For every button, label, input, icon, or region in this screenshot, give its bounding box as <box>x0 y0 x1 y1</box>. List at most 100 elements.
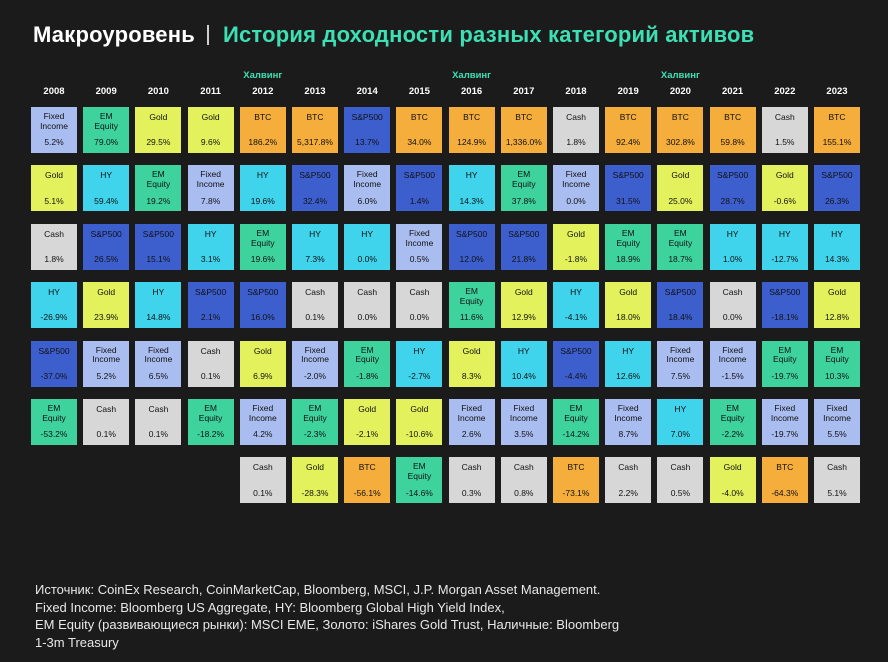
asset-name: Gold <box>149 112 168 122</box>
asset-name: HY <box>570 287 582 298</box>
asset-name: Gold <box>671 170 690 181</box>
asset-name: Gold <box>514 287 533 298</box>
return-value: 5.2% <box>96 370 116 381</box>
asset-name: Cash <box>774 112 795 122</box>
cell-2020-rank-4: S&P500 18.4% <box>657 282 704 329</box>
asset-name: HY <box>100 170 113 181</box>
halving-label-2016: Халвинг <box>452 70 492 81</box>
return-value: 1.5% <box>775 137 795 148</box>
cell-2020-rank-3: EM Equity 18.7% <box>657 223 704 270</box>
cell-2015-rank-4: Cash 0.0% <box>396 282 443 329</box>
return-value: 124.9% <box>457 137 487 148</box>
cell-2012-rank-5: Gold 6.9% <box>239 340 286 387</box>
asset-name: S&P500 <box>455 228 488 239</box>
asset-name: Fixed Income <box>92 344 121 365</box>
cell-2018-rank-3: Gold -1.8% <box>553 223 599 270</box>
asset-name: Cash <box>827 462 847 473</box>
year-label-2013: 2013 <box>304 86 326 97</box>
header-divider <box>206 25 209 45</box>
cell-2010-rank-1: Gold 29.5% <box>135 107 182 153</box>
return-value: 8.3% <box>461 370 482 381</box>
asset-name: Fixed Income <box>405 227 434 248</box>
year-label-2019: 2019 <box>617 86 639 97</box>
cell-2015-rank-3: Fixed Income 0.5% <box>396 223 443 270</box>
return-value: -2.7% <box>408 370 431 381</box>
cell-2010-rank-3: S&P500 15.1% <box>135 223 182 270</box>
return-value: -4.0% <box>721 487 744 498</box>
return-value: 5.1% <box>44 195 64 206</box>
cell-2022-rank-3: HY -12.7% <box>761 223 808 270</box>
return-value: 26.3% <box>824 195 850 206</box>
cell-2013-rank-6: EM Equity -2.3% <box>292 399 338 445</box>
return-value: 0.0% <box>409 312 430 323</box>
cell-2022-rank-7: BTC -64.3% <box>761 457 808 504</box>
return-value: 6.0% <box>357 195 377 206</box>
asset-name: S&P500 <box>299 170 331 181</box>
returns-grid: 2008 Fixed Income 5.2% Gold 5.1% Cash 1.8% HY -2… <box>31 70 860 504</box>
return-value: 1.0% <box>722 254 743 265</box>
asset-name: Fixed Income <box>562 169 590 190</box>
return-value: -73.1% <box>562 487 590 498</box>
cell-2015-rank-1: BTC 34.0% <box>396 107 443 153</box>
asset-name: Cash <box>670 462 691 473</box>
asset-name: S&P500 <box>247 287 279 298</box>
return-value: -2.1% <box>356 429 379 440</box>
asset-name: EM Equity <box>94 111 118 131</box>
asset-name: Fixed Income <box>457 403 486 423</box>
cell-2011-rank-4: S&P500 2.1% <box>187 282 234 329</box>
return-value: -14.2% <box>562 429 590 440</box>
asset-name: HY <box>465 170 478 181</box>
cell-2023-rank-7: Cash 5.1% <box>814 457 860 504</box>
cell-2008-rank-3: Cash 1.8% <box>31 223 77 270</box>
cell-2018-rank-1: Cash 1.8% <box>553 107 599 153</box>
return-value: 14.3% <box>459 195 484 206</box>
asset-name: HY <box>726 228 739 239</box>
cell-2017-rank-7: Cash 0.8% <box>500 457 547 504</box>
source-line-1: Источник: CoinEx Research, CoinMarketCap… <box>35 582 601 597</box>
source-notes: Источник: CoinEx Research, CoinMarketCap… <box>35 581 875 651</box>
return-value: 10.4% <box>511 370 536 381</box>
halving-label-2020: Халвинг <box>660 70 700 81</box>
asset-name: BTC <box>306 112 324 122</box>
source-line-4: 1-3m Treasury <box>35 634 119 650</box>
asset-name: Cash <box>357 287 378 298</box>
asset-name: Cash <box>305 287 325 298</box>
year-label-2008: 2008 <box>43 86 65 97</box>
return-value: 0.1% <box>96 429 116 440</box>
return-value: 0.1% <box>200 370 221 381</box>
return-value: 0.5% <box>409 254 430 265</box>
return-value: 155.1% <box>822 137 852 148</box>
return-value: -18.1% <box>771 312 799 323</box>
asset-name: BTC <box>410 112 428 122</box>
cell-2009-rank-2: HY 59.4% <box>83 165 130 212</box>
asset-name: Gold <box>201 112 220 122</box>
asset-name: S&P500 <box>90 228 122 239</box>
return-value: 1,336.0% <box>505 137 542 148</box>
asset-name: HY <box>152 287 165 298</box>
year-label-2017: 2017 <box>513 86 535 97</box>
cell-2008-rank-4: HY -26.9% <box>31 282 77 329</box>
return-value: -2.2% <box>721 429 744 440</box>
cell-2023-rank-5: EM Equity 10.3% <box>814 340 860 387</box>
return-value: 13.7% <box>355 137 380 148</box>
cell-2021-rank-4: Cash 0.0% <box>709 282 756 329</box>
cell-2012-rank-6: Fixed Income 4.2% <box>239 399 286 445</box>
return-value: 2.6% <box>461 429 482 440</box>
asset-name: S&P500 <box>560 345 592 356</box>
return-value: 12.9% <box>511 312 536 323</box>
asset-name: BTC <box>724 112 742 122</box>
cell-2011-rank-5: Cash 0.1% <box>187 340 234 387</box>
asset-name: HY <box>204 228 217 239</box>
cell-2010-rank-6: Cash 0.1% <box>135 399 182 445</box>
return-value: 34.0% <box>407 137 432 148</box>
year-label-2023: 2023 <box>826 86 848 97</box>
asset-name: Gold <box>45 170 63 181</box>
return-value: -56.1% <box>353 487 381 498</box>
cell-2018-rank-2: Fixed Income 0.0% <box>553 165 599 212</box>
asset-name: Fixed Income <box>666 344 695 365</box>
asset-name: BTC <box>254 112 272 122</box>
asset-name: Fixed Income <box>144 344 173 365</box>
asset-name: BTC <box>671 112 689 122</box>
asset-name: Gold <box>97 287 116 298</box>
return-value: 18.4% <box>668 312 693 323</box>
